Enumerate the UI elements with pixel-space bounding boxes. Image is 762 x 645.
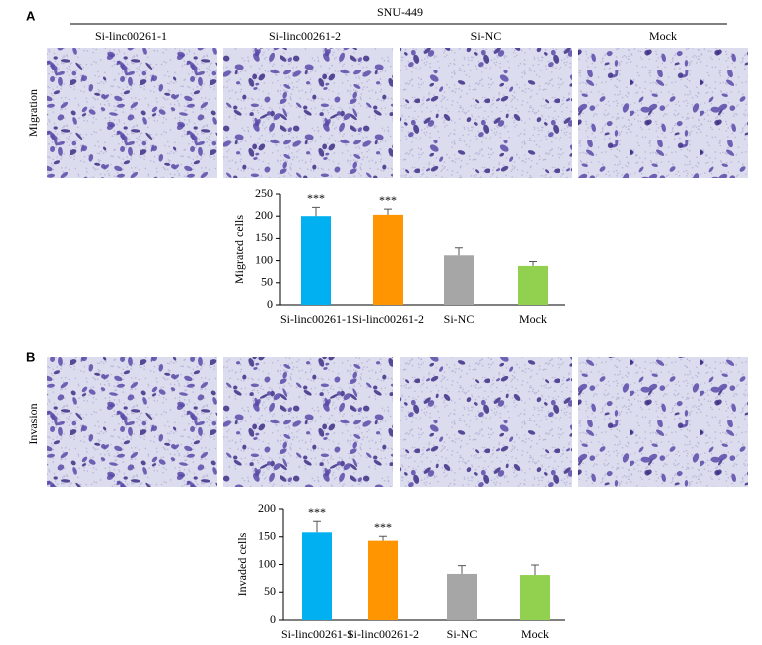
- significance: ***: [379, 193, 397, 207]
- y-tick-label: 50: [261, 275, 273, 289]
- column-header: Si-linc00261-1: [95, 29, 167, 43]
- y-tick-label: 200: [255, 208, 273, 222]
- significance: ***: [307, 191, 325, 205]
- panel-label: B: [26, 349, 35, 364]
- significance: ***: [308, 505, 326, 519]
- micrograph: [47, 357, 217, 487]
- bar: [447, 573, 477, 620]
- error-bar: [312, 206, 320, 217]
- micrograph: [47, 48, 217, 178]
- column-header: Mock: [649, 29, 677, 43]
- y-tick-label: 0: [270, 612, 276, 626]
- error-bar: [313, 520, 321, 533]
- bar: [301, 216, 331, 305]
- error-bar: [379, 535, 387, 541]
- x-tick-label: Mock: [521, 627, 549, 641]
- row-label: Migration: [26, 89, 40, 137]
- x-tick-label: Si-linc00261-2: [352, 312, 424, 326]
- bar: [520, 575, 550, 620]
- error-bar: [529, 260, 537, 266]
- bar: [302, 532, 332, 620]
- y-tick-label: 250: [255, 186, 273, 200]
- bar: [373, 214, 403, 305]
- y-tick-label: 0: [267, 297, 273, 311]
- x-tick-label: Si-NC: [444, 312, 475, 326]
- y-tick-label: 200: [258, 501, 276, 515]
- panel-label: A: [26, 8, 36, 23]
- error-bar: [531, 564, 539, 576]
- bar: [518, 265, 548, 305]
- column-header: Si-linc00261-2: [269, 29, 341, 43]
- micrograph: [578, 48, 748, 178]
- significance: ***: [374, 520, 392, 534]
- bar: [368, 540, 398, 620]
- row-label: Invasion: [26, 403, 40, 444]
- column-header: Si-NC: [471, 29, 502, 43]
- y-tick-label: 100: [255, 252, 273, 266]
- micrograph: [400, 357, 572, 487]
- micrograph: [578, 357, 748, 487]
- y-axis-title: Migrated cells: [232, 215, 246, 284]
- y-tick-label: 150: [258, 529, 276, 543]
- bar: [444, 255, 474, 305]
- error-bar: [455, 247, 463, 256]
- micrograph: [223, 357, 393, 487]
- x-tick-label: Si-linc00261-2: [347, 627, 419, 641]
- y-tick-label: 50: [264, 584, 276, 598]
- x-tick-label: Si-NC: [447, 627, 478, 641]
- y-tick-label: 150: [255, 230, 273, 244]
- x-tick-label: Mock: [519, 312, 547, 326]
- error-bar: [384, 208, 392, 215]
- error-bar: [458, 565, 466, 574]
- cell-line: SNU-449: [377, 5, 423, 19]
- y-tick-label: 100: [258, 556, 276, 570]
- y-axis-title: Invaded cells: [235, 532, 249, 596]
- x-tick-label: Si-linc00261-1: [281, 627, 353, 641]
- micrograph: [400, 48, 572, 178]
- micrograph: [223, 48, 393, 178]
- x-tick-label: Si-linc00261-1: [280, 312, 352, 326]
